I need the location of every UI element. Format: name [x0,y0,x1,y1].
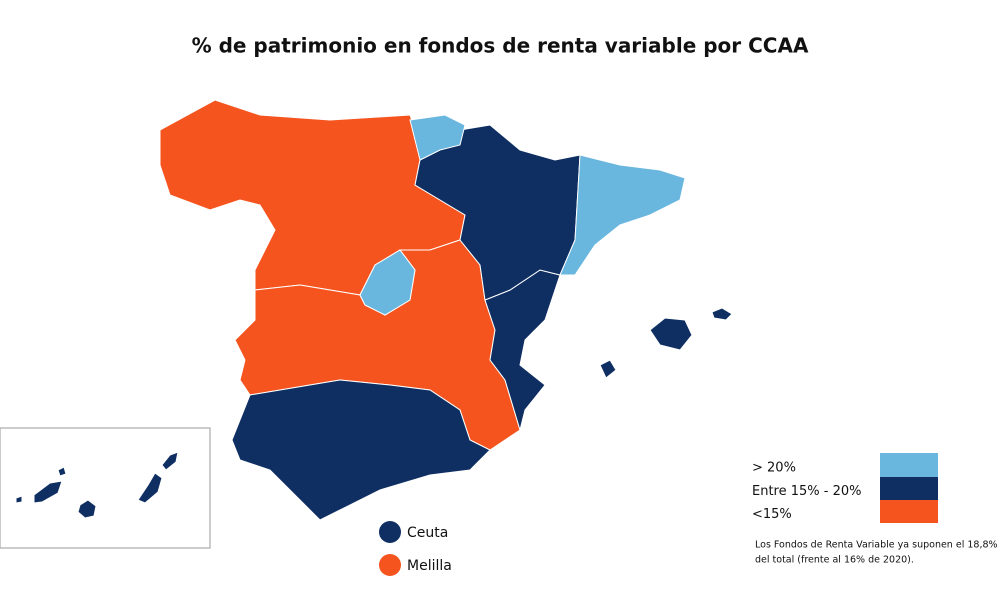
note: del total (frente al 16% de 2020). [755,555,914,566]
city-marker [379,521,401,543]
regions [159,99,733,521]
city-label: Melilla [407,558,452,574]
region [33,480,63,504]
map-title: % de patrimonio en fondos de renta varia… [192,34,809,58]
legend-swatch [880,453,938,477]
region [599,359,617,379]
note: Los Fondos de Renta Variable ya suponen … [755,540,998,551]
region [15,495,23,504]
region [77,499,97,519]
region [161,451,179,471]
legend: > 20% Entre 15% - 20% <15% [752,453,938,523]
legend-swatch [880,500,938,523]
canary-box [0,427,211,549]
region [409,114,466,161]
region [414,124,581,301]
legend-swatch [880,477,938,500]
region [649,317,693,351]
region [359,249,416,316]
legend-label: > 20% [752,461,796,476]
legend-label: Entre 15% - 20% [752,484,861,499]
legend-label: <15% [752,507,792,522]
city-label: Ceuta [407,525,448,541]
canary-islands [15,451,179,519]
region [57,466,67,477]
cities: Ceuta Melilla [379,521,452,576]
region [711,307,733,321]
city-marker [379,554,401,576]
region [231,379,491,521]
region [137,472,163,504]
region [559,154,686,276]
